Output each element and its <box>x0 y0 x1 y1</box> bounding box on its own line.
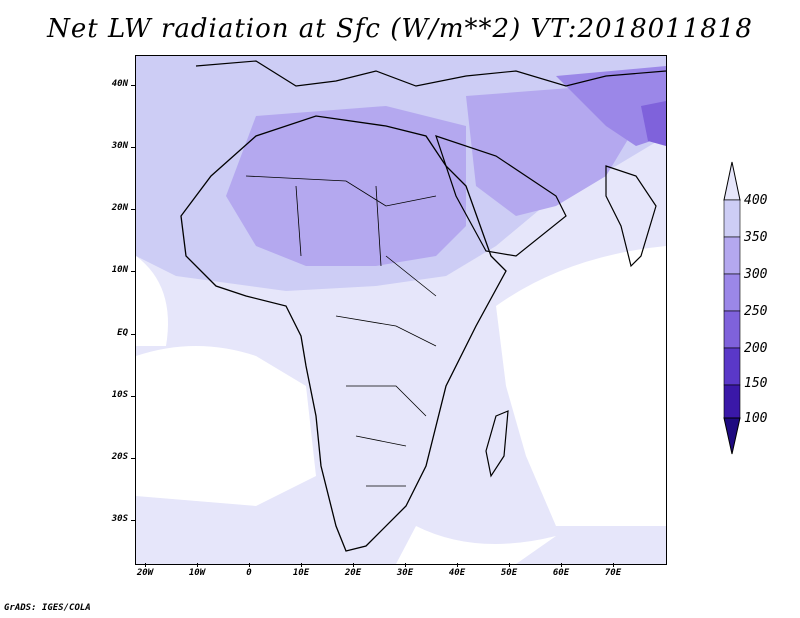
atlantic-clear-region <box>136 346 316 506</box>
x-tick <box>145 563 146 567</box>
radiation-map <box>136 56 666 564</box>
map-panel <box>135 55 667 565</box>
colorbar-label: 150 <box>744 376 768 391</box>
x-tick <box>301 563 302 567</box>
x-tick-label: 40E <box>448 568 466 578</box>
colorbar-label: 300 <box>744 267 768 282</box>
colorbar <box>723 161 741 455</box>
y-tick-label: 10S <box>111 390 128 400</box>
y-tick <box>131 520 135 521</box>
x-tick-label: 60E <box>552 568 570 578</box>
y-tick <box>131 85 135 86</box>
x-tick <box>405 563 406 567</box>
y-tick <box>131 334 135 335</box>
y-tick-label: 30N <box>111 141 128 151</box>
y-tick <box>131 147 135 148</box>
colorbar-segment <box>723 347 741 386</box>
y-tick-label: 20S <box>111 452 128 462</box>
x-tick <box>509 563 510 567</box>
iran-200-250 <box>556 66 666 146</box>
colorbar-segment <box>723 310 741 349</box>
chart-title: Net LW radiation at Sfc (W/m**2) VT:2018… <box>47 14 753 44</box>
y-tick-label: EQ <box>117 328 128 338</box>
x-tick-label: 0 <box>246 568 252 578</box>
x-tick <box>353 563 354 567</box>
colorbar-segment <box>723 273 741 312</box>
x-tick-label: 30E <box>396 568 414 578</box>
y-tick <box>131 209 135 210</box>
y-tick-label: 20N <box>111 203 128 213</box>
x-tick-label: 20W <box>136 568 154 578</box>
x-tick <box>197 563 198 567</box>
colorbar-label: 100 <box>744 411 768 426</box>
x-tick-label: 50E <box>500 568 518 578</box>
y-tick <box>131 271 135 272</box>
colorbar-label: 350 <box>744 230 768 245</box>
europe-coastline <box>195 60 666 87</box>
y-tick-label: 10N <box>111 265 128 275</box>
footer-credit: GrADS: IGES/COLA <box>4 603 91 613</box>
x-tick <box>457 563 458 567</box>
colorbar-segment <box>723 236 741 275</box>
colorbar-label: 250 <box>744 304 768 319</box>
country-borders <box>245 175 437 487</box>
africa-coastline <box>180 115 507 552</box>
x-tick-label: 10W <box>188 568 206 578</box>
y-tick-label: 30S <box>111 514 128 524</box>
colorbar-top-arrow <box>723 161 741 201</box>
plateau-150-200 <box>641 101 666 146</box>
y-tick-label: 40N <box>111 79 128 89</box>
colorbar-segment <box>723 384 741 419</box>
india-coastline <box>605 165 657 268</box>
x-tick <box>561 563 562 567</box>
arabia-coastline <box>435 135 567 257</box>
y-tick <box>131 396 135 397</box>
south-clear-region <box>396 526 556 564</box>
colorbar-label: 400 <box>744 193 768 208</box>
x-tick-label: 70E <box>604 568 622 578</box>
colorbar-bottom-arrow <box>723 417 741 455</box>
x-tick-label: 10E <box>292 568 310 578</box>
madagascar-coastline <box>485 410 509 478</box>
west-atlantic-clear-region <box>136 256 168 346</box>
x-tick <box>613 563 614 567</box>
sahara-250-300 <box>226 106 466 266</box>
arabia-250-300 <box>466 86 636 216</box>
x-tick <box>249 563 250 567</box>
colorbar-segment <box>723 199 741 238</box>
indian-ocean-clear-region <box>496 246 666 526</box>
y-tick <box>131 458 135 459</box>
x-tick-label: 20E <box>344 568 362 578</box>
colorbar-label: 200 <box>744 341 768 356</box>
